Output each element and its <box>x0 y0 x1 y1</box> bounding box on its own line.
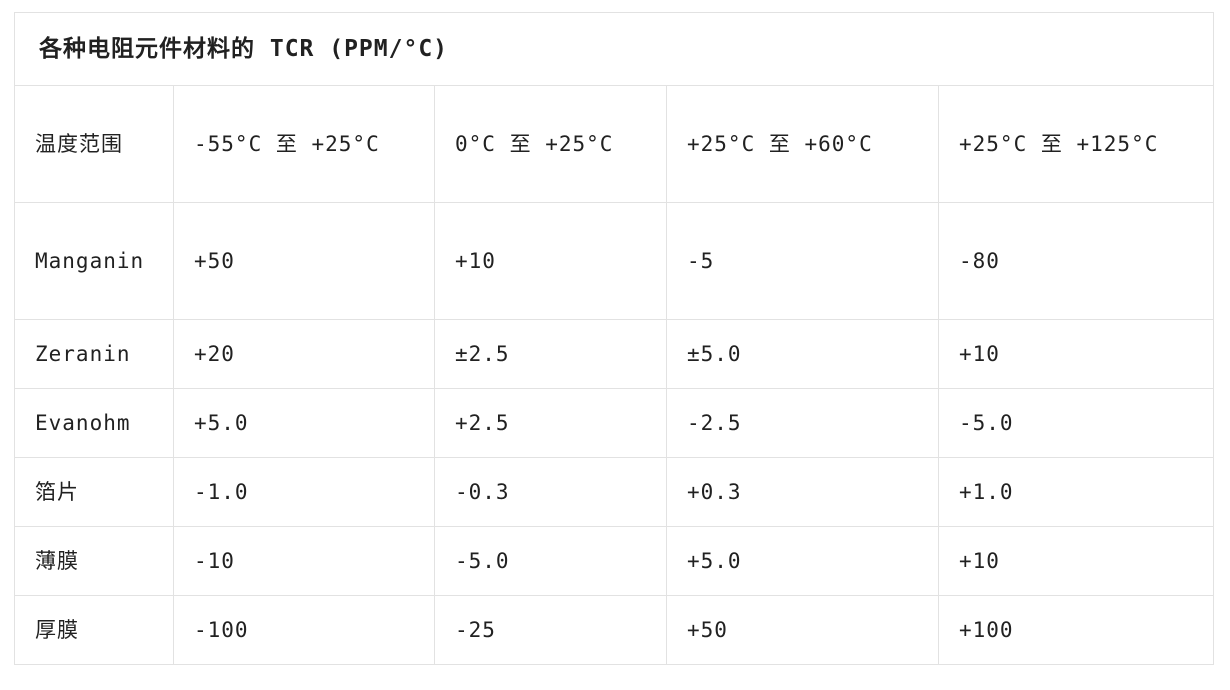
table-row-thick-film: 厚膜 -100 -25 +50 +100 <box>14 595 1215 665</box>
value-cell: -80 <box>937 202 1215 320</box>
header-cell-range-2: +25°C 至 +60°C <box>666 85 939 203</box>
table-header-row: 温度范围 -55°C 至 +25°C 0°C 至 +25°C +25°C 至 +… <box>14 85 1215 203</box>
value-cell: +5.0 <box>666 526 939 596</box>
value-cell: +0.3 <box>666 457 939 527</box>
value-cell: +5.0 <box>173 388 435 458</box>
value-cell: -5 <box>666 202 939 320</box>
table-row-manganin: Manganin +50 +10 -5 -80 <box>14 202 1215 320</box>
document-page: 各种电阻元件材料的 TCR (PPM/°C) 温度范围 -55°C 至 +25°… <box>13 12 1215 665</box>
material-cell: Zeranin <box>14 319 174 389</box>
header-cell-temp-range: 温度范围 <box>14 85 174 203</box>
header-cell-range-0: -55°C 至 +25°C <box>173 85 435 203</box>
value-cell: +10 <box>937 319 1215 389</box>
table-row-zeranin: Zeranin +20 ±2.5 ±5.0 +10 <box>14 319 1215 389</box>
table-title: 各种电阻元件材料的 TCR (PPM/°C) <box>13 12 1215 86</box>
table-row-thin-film: 薄膜 -10 -5.0 +5.0 +10 <box>14 526 1215 596</box>
value-cell: -0.3 <box>434 457 667 527</box>
table-title-row: 各种电阻元件材料的 TCR (PPM/°C) <box>13 12 1215 86</box>
table-row-evanohm: Evanohm +5.0 +2.5 -2.5 -5.0 <box>14 388 1215 458</box>
material-cell: 薄膜 <box>14 526 174 596</box>
value-cell: -1.0 <box>173 457 435 527</box>
value-cell: +50 <box>666 595 939 665</box>
value-cell: +50 <box>173 202 435 320</box>
header-cell-range-3: +25°C 至 +125°C <box>937 85 1215 203</box>
material-cell: Manganin <box>14 202 174 320</box>
value-cell: +10 <box>937 526 1215 596</box>
value-cell: ±5.0 <box>666 319 939 389</box>
value-cell: -5.0 <box>937 388 1215 458</box>
value-cell: +20 <box>173 319 435 389</box>
value-cell: +10 <box>434 202 667 320</box>
value-cell: ±2.5 <box>434 319 667 389</box>
value-cell: -2.5 <box>666 388 939 458</box>
value-cell: +100 <box>937 595 1215 665</box>
value-cell: +1.0 <box>937 457 1215 527</box>
value-cell: -100 <box>173 595 435 665</box>
header-cell-range-1: 0°C 至 +25°C <box>434 85 667 203</box>
value-cell: +2.5 <box>434 388 667 458</box>
table-row-foil: 箔片 -1.0 -0.3 +0.3 +1.0 <box>14 457 1215 527</box>
tcr-table: 各种电阻元件材料的 TCR (PPM/°C) 温度范围 -55°C 至 +25°… <box>13 12 1215 665</box>
material-cell: 厚膜 <box>14 595 174 665</box>
material-cell: 箔片 <box>14 457 174 527</box>
material-cell: Evanohm <box>14 388 174 458</box>
value-cell: -25 <box>434 595 667 665</box>
value-cell: -5.0 <box>434 526 667 596</box>
value-cell: -10 <box>173 526 435 596</box>
